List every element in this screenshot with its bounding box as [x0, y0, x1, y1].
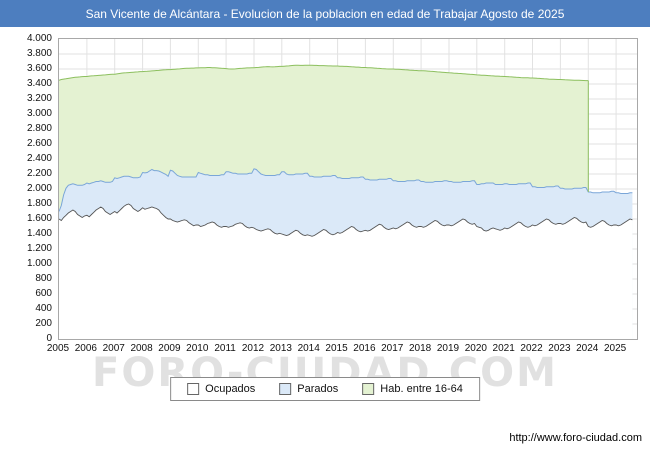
x-axis-label: 2020: [464, 343, 487, 354]
x-axis-label: 2019: [436, 343, 460, 354]
y-axis-label: 2.800: [26, 123, 52, 134]
page-title: San Vicente de Alcántara - Evolucion de …: [85, 6, 565, 21]
legend-item-ocupados: Ocupados: [187, 383, 255, 395]
y-axis-label: 2.000: [26, 183, 52, 194]
x-axis-label: 2023: [548, 343, 571, 354]
footer-link[interactable]: http://www.foro-ciudad.com: [509, 432, 642, 444]
y-axis-label: 1.800: [26, 198, 52, 209]
y-axis-label: 3.600: [26, 63, 52, 74]
chart-legend: Ocupados Parados Hab. entre 16-64: [170, 377, 480, 401]
y-axis-label: 3.200: [26, 93, 52, 104]
area-ocupados: [59, 204, 633, 339]
legend-label: Parados: [297, 383, 339, 395]
x-axis-label: 2013: [269, 343, 292, 354]
x-axis-label: 2012: [241, 343, 265, 354]
x-axis-label: 2025: [603, 343, 627, 354]
line-parados: [59, 168, 633, 212]
y-axis-label: 2.200: [26, 168, 52, 179]
x-axis-label: 2005: [46, 343, 70, 354]
x-axis-label: 2015: [325, 343, 348, 354]
y-axis-label: 3.000: [26, 108, 52, 119]
x-axis-label: 2011: [214, 343, 236, 354]
x-axis-label: 2024: [576, 343, 599, 354]
x-axis-label: 2008: [130, 343, 153, 354]
x-axis-label: 2017: [381, 343, 404, 354]
population-chart-plot-area: [58, 38, 638, 340]
y-axis-label: 1.200: [26, 243, 52, 254]
y-axis-label: 1.400: [26, 228, 52, 239]
y-axis-label: 4.000: [26, 33, 52, 44]
x-axis-label: 2022: [520, 343, 543, 354]
x-axis-label: 2009: [158, 343, 181, 354]
y-axis-label: 200: [35, 318, 52, 329]
y-axis-label: 800: [35, 273, 52, 284]
legend-label: Hab. entre 16-64: [380, 383, 463, 395]
legend-swatch-icon: [362, 383, 375, 395]
x-axis-label: 2007: [102, 343, 125, 354]
chart-title-bar: San Vicente de Alcántara - Evolucion de …: [0, 0, 650, 27]
y-axis-label: 400: [35, 303, 52, 314]
legend-swatch-icon: [187, 383, 200, 395]
legend-label: Ocupados: [205, 383, 256, 395]
y-axis-label: 3.800: [26, 48, 52, 59]
x-axis-label: 2006: [74, 343, 97, 354]
legend-item-parados: Parados: [279, 383, 338, 395]
x-axis-label: 2018: [408, 343, 432, 354]
y-axis-label: 2.400: [26, 153, 52, 164]
x-axis-label: 2010: [186, 343, 209, 354]
y-axis-label: 1.600: [26, 213, 52, 224]
y-axis-label: 2.600: [26, 138, 52, 149]
x-axis-label: 2016: [353, 343, 376, 354]
y-axis-label: 3.400: [26, 78, 52, 89]
y-axis-label: 1.000: [26, 258, 52, 269]
legend-swatch-icon: [279, 383, 292, 395]
line-ocupados: [59, 203, 633, 237]
line-hab-16-64: [59, 64, 589, 82]
y-axis-label: 0: [46, 333, 52, 344]
x-axis-label: 2014: [297, 343, 320, 354]
legend-item-hab-entre-16-64: Hab. entre 16-64: [362, 383, 463, 395]
x-axis-label: 2021: [492, 343, 515, 354]
y-axis-label: 600: [35, 288, 52, 299]
